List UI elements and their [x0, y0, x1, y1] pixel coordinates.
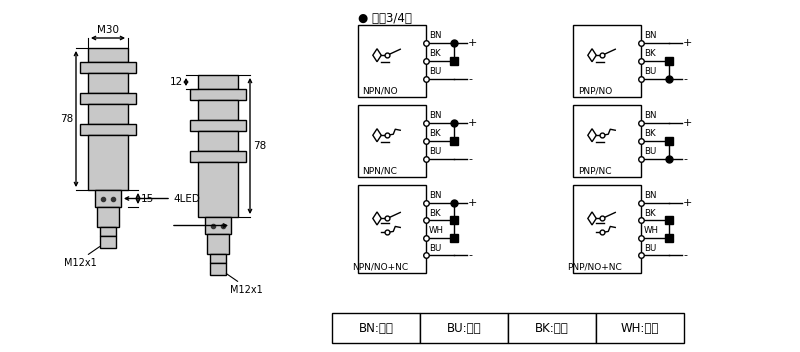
Bar [210, 263, 226, 275]
Text: BU: BU [429, 244, 442, 253]
Text: BK: BK [644, 209, 656, 218]
Text: BK: BK [644, 50, 656, 58]
Text: -: - [468, 154, 472, 164]
Bar [207, 234, 229, 254]
Bar [88, 135, 128, 190]
Text: +: + [683, 118, 692, 128]
Polygon shape [588, 49, 596, 62]
Text: WH: WH [429, 226, 444, 235]
Text: 78: 78 [60, 114, 73, 124]
Text: -: - [683, 154, 687, 164]
Bar [596, 313, 684, 343]
Bar [88, 73, 128, 93]
Bar [358, 185, 426, 273]
Text: BU: BU [429, 147, 442, 157]
Text: BK: BK [429, 209, 441, 218]
Text: ● 直流3/4线: ● 直流3/4线 [358, 12, 412, 25]
Bar [210, 254, 226, 263]
Text: -: - [468, 74, 472, 84]
Text: BU: BU [429, 68, 442, 76]
Bar [205, 217, 231, 234]
Bar [198, 131, 238, 151]
Text: WH: WH [644, 226, 659, 235]
Bar [508, 313, 596, 343]
Text: PNP/NO+NC: PNP/NO+NC [567, 262, 622, 271]
Bar [665, 57, 673, 65]
Text: BU: BU [644, 68, 656, 76]
Text: +: + [683, 197, 692, 208]
Bar [80, 62, 136, 73]
Text: BN:棕色: BN:棕色 [358, 321, 394, 334]
Text: BK: BK [429, 50, 441, 58]
Bar [450, 234, 458, 242]
Text: +: + [468, 118, 478, 128]
Text: BN: BN [429, 112, 442, 120]
Polygon shape [588, 129, 596, 142]
Bar [190, 151, 246, 162]
Text: M30: M30 [97, 25, 119, 35]
Text: 78: 78 [253, 141, 266, 151]
Bar [420, 313, 508, 343]
Bar [100, 227, 116, 236]
Bar [450, 57, 458, 65]
Text: BK: BK [429, 130, 441, 138]
Bar [95, 190, 121, 207]
Bar [573, 25, 641, 97]
Bar [573, 185, 641, 273]
Text: -: - [468, 250, 472, 260]
Text: BN: BN [429, 31, 442, 40]
Text: BU:兰色: BU:兰色 [446, 321, 482, 334]
Text: PNP/NO: PNP/NO [578, 86, 612, 95]
Bar [332, 313, 420, 343]
Text: NPN/NC: NPN/NC [362, 166, 397, 175]
Text: M12x1: M12x1 [64, 258, 96, 268]
Bar [190, 89, 246, 100]
Bar [198, 162, 238, 217]
Bar [80, 124, 136, 135]
Bar [88, 104, 128, 124]
Bar [97, 207, 119, 227]
Bar [190, 120, 246, 131]
Bar [198, 75, 238, 89]
Polygon shape [373, 129, 382, 142]
Bar [88, 48, 128, 62]
Bar [358, 105, 426, 177]
Text: M12x1: M12x1 [230, 285, 262, 295]
Text: +: + [468, 197, 478, 208]
Text: PNP/NC: PNP/NC [578, 166, 611, 175]
Text: BN: BN [644, 191, 657, 200]
Text: +: + [468, 38, 478, 48]
Text: NPN/NO+NC: NPN/NO+NC [352, 262, 408, 271]
Bar [450, 216, 458, 224]
Text: BK:黑色: BK:黑色 [535, 321, 569, 334]
Bar [573, 105, 641, 177]
Bar [358, 25, 426, 97]
Text: 12: 12 [170, 77, 183, 87]
Polygon shape [373, 212, 382, 225]
Text: NPN/NO: NPN/NO [362, 86, 398, 95]
Bar [665, 216, 673, 224]
Text: BU: BU [644, 147, 656, 157]
Text: BK: BK [644, 130, 656, 138]
Bar [665, 234, 673, 242]
Bar [450, 137, 458, 145]
Polygon shape [588, 212, 596, 225]
Bar [198, 100, 238, 120]
Text: -: - [683, 250, 687, 260]
Text: +: + [683, 38, 692, 48]
Text: 4LED: 4LED [173, 194, 200, 203]
Text: BN: BN [644, 31, 657, 40]
Text: -: - [683, 74, 687, 84]
Text: BN: BN [644, 112, 657, 120]
Bar [80, 93, 136, 104]
Text: WH:白色: WH:白色 [621, 321, 659, 334]
Polygon shape [373, 49, 382, 62]
Text: BN: BN [429, 191, 442, 200]
Text: 15: 15 [141, 194, 154, 203]
Text: BU: BU [644, 244, 656, 253]
Bar [665, 137, 673, 145]
Bar [100, 236, 116, 248]
